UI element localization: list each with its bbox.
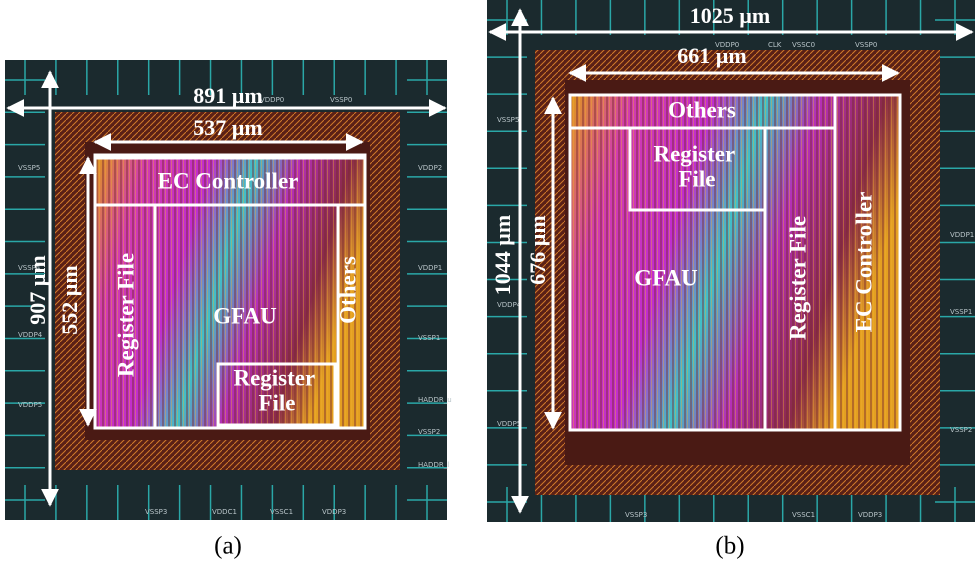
- pad-label: VDDP2: [418, 164, 442, 172]
- panel-caption: (a): [214, 533, 242, 560]
- pad-label: VDDP4: [18, 331, 43, 339]
- dimension-label: 676 µm: [525, 215, 550, 285]
- pad-label: VSSC0: [792, 41, 815, 49]
- pad-label: VDDP3: [858, 511, 882, 519]
- pad-label: VDDP4: [497, 301, 522, 309]
- block-label: Others: [335, 256, 360, 324]
- block-label: Register File: [785, 216, 810, 340]
- pad-label: VSSC1: [270, 508, 293, 516]
- pad-label: VSSP2: [950, 426, 972, 434]
- pad-label: VSSP1: [950, 308, 972, 316]
- block-label: Others: [668, 97, 736, 122]
- pad-label: VSSP3: [625, 511, 647, 519]
- block-label: Register File: [113, 253, 138, 377]
- block-label: GFAU: [213, 303, 277, 328]
- page: VDDP0VSSP0VSSP5VSSP4VDDP4VDDP5VDDP2VDDP1…: [0, 0, 975, 568]
- pad-label: VDDP1: [950, 231, 974, 239]
- pad-label: VSSP1: [418, 334, 440, 342]
- pad-label: VDDP0: [260, 96, 284, 104]
- block-label: GFAU: [634, 265, 698, 290]
- pad-label: HADDR_l: [418, 461, 449, 469]
- figure: VDDP0VSSP0VSSP5VSSP4VDDP4VDDP5VDDP2VDDP1…: [0, 0, 975, 568]
- pad-label: VDDC1: [212, 508, 237, 516]
- pad-label: VSSP0: [855, 41, 877, 49]
- pad-label: CLK: [768, 41, 782, 49]
- panel-caption: (b): [715, 533, 744, 560]
- dimension-label: 552 µm: [57, 265, 82, 335]
- pad-label: VSSC1: [792, 511, 815, 519]
- pad-label: VSSP3: [145, 508, 167, 516]
- pad-label: VSSP2: [418, 428, 440, 436]
- pad-label: VDDP5: [497, 420, 521, 428]
- dimension-label: 1025 µm: [690, 3, 771, 28]
- pad-label: VSSP5: [18, 164, 40, 172]
- dimension-label: 537 µm: [193, 115, 263, 140]
- pad-label: VDDP3: [322, 508, 346, 516]
- dimension-label: 1044 µm: [490, 215, 515, 296]
- pad-label: VDDP5: [18, 401, 42, 409]
- dimension-label: 661 µm: [677, 43, 747, 68]
- dimension-label: 891 µm: [193, 83, 263, 108]
- block-label: EC Controller: [851, 192, 876, 333]
- pad-label: VDDP1: [418, 264, 442, 272]
- block-label: EC Controller: [158, 168, 299, 193]
- pad-label: HADDR_u: [418, 396, 452, 404]
- dimension-label: 907 µm: [25, 255, 50, 325]
- pad-label: VSSP0: [330, 96, 352, 104]
- pad-label: VSSP5: [497, 116, 519, 124]
